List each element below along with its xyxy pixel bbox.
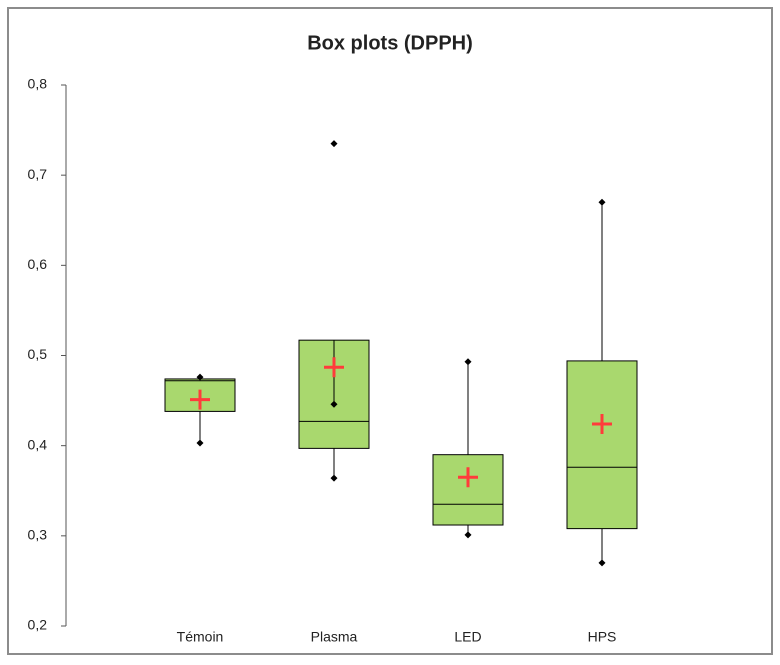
whisker-end — [464, 358, 472, 366]
y-tick-label: 0,7 — [28, 166, 48, 182]
mean-marker — [592, 414, 612, 435]
x-tick-label: Témoin — [177, 629, 224, 645]
y-tick-label: 0,2 — [28, 617, 48, 633]
outlier — [330, 140, 338, 148]
whisker-end — [598, 559, 606, 567]
mean-marker — [190, 389, 210, 410]
whisker-end — [196, 439, 204, 447]
box — [432, 454, 504, 526]
y-tick-label: 0,4 — [28, 436, 48, 452]
x-tick-label: LED — [454, 629, 481, 645]
x-tick-label: HPS — [588, 629, 617, 645]
whisker-end — [330, 474, 338, 482]
chart-frame — [7, 7, 773, 655]
mean-marker — [458, 467, 478, 488]
whisker-end — [598, 198, 606, 206]
y-tick-label: 0,6 — [28, 256, 48, 272]
y-tick-label: 0,5 — [28, 346, 48, 362]
mean-marker — [324, 357, 344, 378]
whisker-end — [196, 373, 204, 381]
y-tick-label: 0,3 — [28, 527, 48, 543]
y-tick-label: 0,8 — [28, 76, 48, 92]
box — [566, 360, 638, 530]
chart-title: Box plots (DPPH) — [307, 32, 473, 54]
x-tick-label: Plasma — [311, 629, 358, 645]
whisker-end — [330, 400, 338, 408]
whisker-end — [464, 531, 472, 539]
